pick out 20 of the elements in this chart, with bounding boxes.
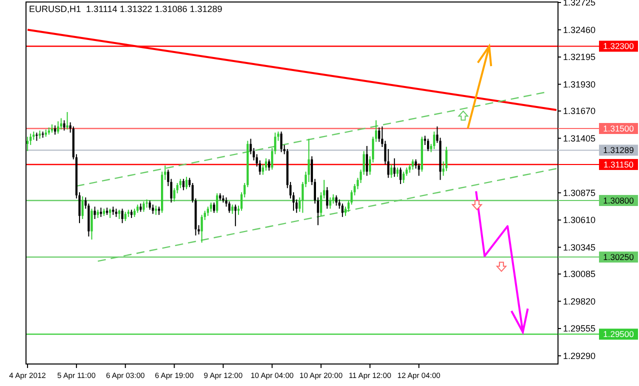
y-tick-label: 1.32460 (563, 24, 596, 35)
y-tick-label: 1.29820 (563, 296, 596, 306)
y-tick-label: 1.31930 (563, 79, 596, 90)
ref-line-label: 1.30250 (603, 252, 634, 262)
y-tick-label: 1.30085 (563, 269, 596, 280)
y-tick-label: 1.31670 (563, 106, 596, 116)
chart-title: EURUSD,H1 1.31114 1.31322 1.31086 1.31289 (29, 4, 222, 14)
y-tick-label: 1.29290 (563, 350, 596, 361)
ref-line-label: 1.31150 (603, 159, 634, 170)
y-tick-label: 1.32195 (563, 52, 596, 62)
y-tick-label: 1.30610 (563, 215, 596, 226)
y-tick-label: 1.31405 (563, 133, 596, 144)
y-tick-label: 1.30345 (563, 242, 596, 252)
ref-line-label: 1.29500 (603, 329, 634, 340)
ref-line-label: 1.32300 (603, 41, 634, 52)
y-tick-label: 1.29555 (563, 324, 596, 334)
ref-line-label: 1.30800 (603, 195, 634, 206)
ref-line-label: 1.31289 (603, 145, 634, 156)
y-tick-label: 1.30875 (563, 188, 596, 198)
ref-line-label: 1.31500 (603, 123, 634, 134)
